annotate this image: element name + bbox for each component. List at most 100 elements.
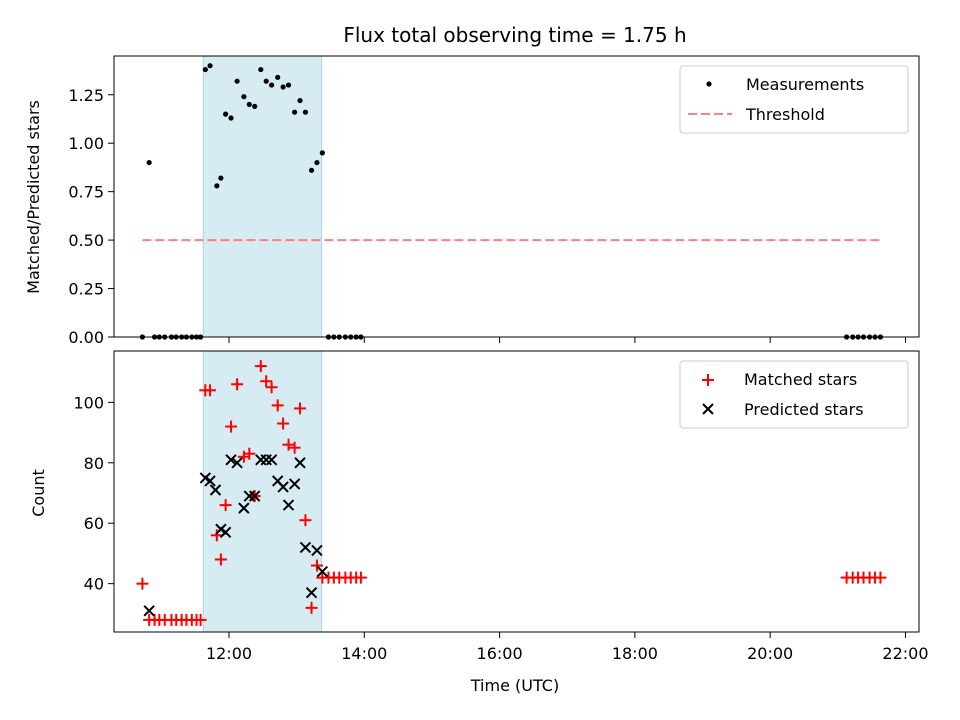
top-panel: 0.00 0.25 0.50 0.75 1.00 1.25 <box>68 55 920 347</box>
data-point <box>223 111 229 117</box>
data-point <box>260 375 273 388</box>
data-point <box>204 475 216 487</box>
data-point <box>265 381 278 394</box>
top-y-axis-label: Matched/Predicted stars <box>24 100 43 294</box>
data-point <box>246 101 252 108</box>
data-point <box>207 63 213 69</box>
bottom-x-tick-label: 22:00 <box>882 644 928 663</box>
data-point <box>219 499 232 512</box>
data-point <box>277 417 290 430</box>
data-point <box>265 454 278 466</box>
bottom-x-tick-label: 20:00 <box>747 644 793 663</box>
data-point <box>285 82 292 88</box>
data-point <box>299 541 312 554</box>
bottom-x-tick-label: 18:00 <box>612 644 658 663</box>
bottom-legend-box <box>679 360 909 429</box>
data-point <box>204 384 217 397</box>
data-point <box>202 66 208 73</box>
data-point <box>243 447 256 460</box>
legend-predicted-marker <box>702 403 714 415</box>
data-point <box>214 183 220 189</box>
data-point <box>238 502 250 514</box>
data-point <box>248 490 261 502</box>
data-point <box>282 499 295 511</box>
data-point <box>271 399 284 412</box>
data-point <box>280 84 286 90</box>
bottom-legend: Matched stars Predicted stars <box>679 360 909 429</box>
data-point <box>231 457 243 469</box>
data-point <box>305 587 318 599</box>
legend-measurements-marker <box>706 81 712 87</box>
bottom-y-tick-label: 40 <box>84 575 104 594</box>
top-y-tick-label: 0.50 <box>68 231 104 250</box>
top-y-tick-label: 0.25 <box>68 280 104 299</box>
bottom-x-tick-label: 12:00 <box>206 644 252 663</box>
legend-measurements-label: Measurements <box>746 75 864 94</box>
data-point <box>297 97 303 104</box>
data-point <box>310 559 323 572</box>
data-point <box>231 378 244 391</box>
top-y-tick-label: 1.25 <box>68 86 104 105</box>
data-point <box>292 109 298 115</box>
bottom-series-predicted-stars <box>143 454 329 617</box>
legend-threshold-label: Threshold <box>745 105 825 124</box>
bottom-shaded-span <box>202 350 323 633</box>
top-y-tick-label: 0.75 <box>68 183 104 202</box>
top-legend-box <box>679 65 909 134</box>
data-point <box>299 514 312 527</box>
bottom-x-tick-label: 16:00 <box>477 644 523 663</box>
data-point <box>288 441 301 454</box>
top-shaded-span <box>202 55 323 338</box>
data-point <box>308 167 315 173</box>
bottom-y-tick-label: 80 <box>84 454 104 473</box>
legend-matched-marker <box>702 374 714 386</box>
data-point <box>282 438 295 451</box>
data-point <box>305 601 318 614</box>
top-y-tick-label: 0.00 <box>68 328 104 347</box>
data-point <box>874 571 887 584</box>
data-point <box>214 553 227 566</box>
data-point <box>136 577 149 590</box>
data-point <box>210 529 223 542</box>
data-point <box>302 109 309 115</box>
bottom-x-tick-label: 14:00 <box>341 644 387 663</box>
top-legend: Measurements Threshold <box>679 65 909 134</box>
data-point <box>263 78 269 84</box>
data-point <box>252 103 258 109</box>
data-point <box>218 175 224 181</box>
data-point <box>209 484 222 496</box>
legend-predicted-label: Predicted stars <box>744 400 864 419</box>
data-point <box>275 74 281 80</box>
data-point <box>225 420 238 433</box>
legend-matched-label: Matched stars <box>744 370 857 389</box>
bottom-series-matched-stars <box>136 360 887 626</box>
x-axis-label: Time (UTC) <box>470 676 559 695</box>
data-point <box>225 454 237 466</box>
data-point <box>354 571 367 584</box>
data-point <box>288 478 301 490</box>
data-point <box>146 159 152 166</box>
data-point <box>277 481 289 493</box>
data-point <box>294 402 307 415</box>
data-point <box>258 66 264 73</box>
bottom-y-tick-label: 60 <box>84 514 104 533</box>
bottom-plot-frame <box>113 350 920 633</box>
data-point <box>228 115 234 121</box>
data-point <box>234 78 240 84</box>
data-point <box>311 544 323 557</box>
data-point <box>219 526 232 538</box>
data-point <box>294 457 306 469</box>
data-point <box>314 159 320 166</box>
data-point <box>269 82 275 88</box>
chart-title: Flux total observing time = 1.75 h <box>343 23 686 47</box>
data-point <box>143 605 155 617</box>
data-point <box>316 565 329 578</box>
data-point <box>254 360 267 373</box>
data-point <box>241 94 247 100</box>
bottom-y-axis-label: Count <box>29 469 48 517</box>
bottom-y-tick-label: 100 <box>73 393 104 412</box>
data-point <box>194 613 207 626</box>
bottom-panel: 40 60 80 100 12:00 14:00 16:00 18:00 20:00 22:00 <box>73 350 929 663</box>
data-point <box>319 150 325 156</box>
